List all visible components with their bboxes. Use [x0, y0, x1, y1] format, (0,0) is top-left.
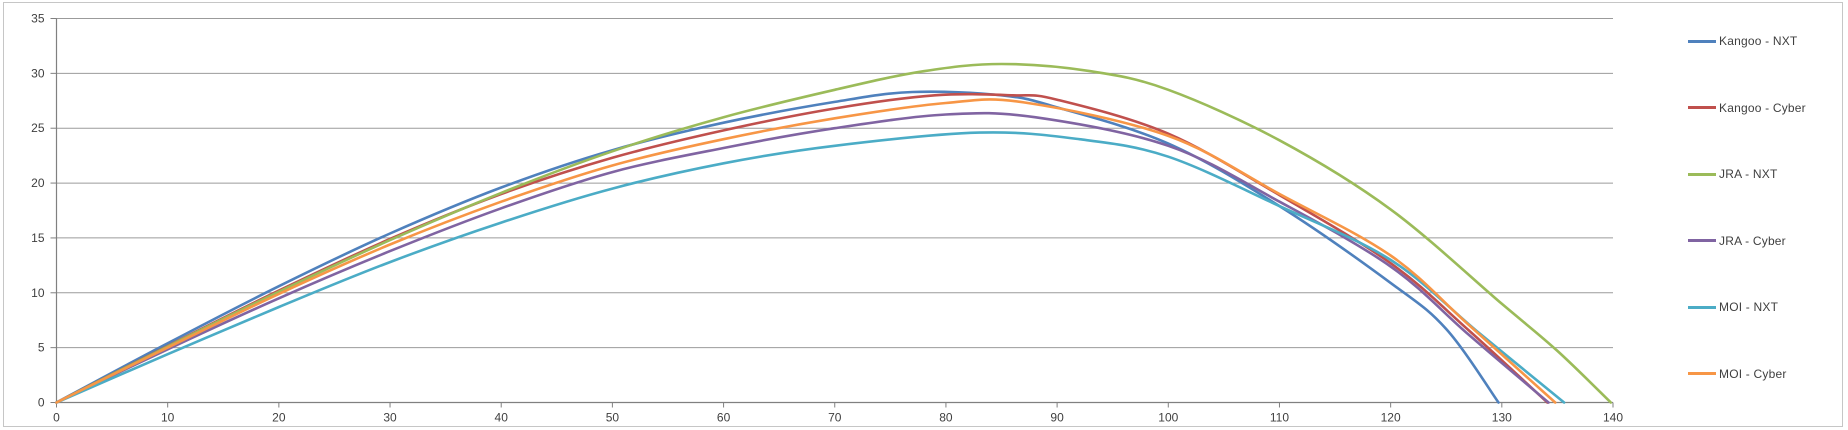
- y-axis-tick-label: 15: [31, 231, 45, 245]
- x-axis-tick-label: 80: [939, 411, 953, 425]
- y-axis-tick-label: 20: [31, 176, 45, 190]
- series-line-kangoo-nxt[interactable]: [55, 90, 1500, 404]
- x-axis-tick-label: 30: [383, 411, 397, 425]
- legend-line-swatch-icon: [1688, 39, 1716, 43]
- legend-line-swatch-icon: [1688, 106, 1716, 109]
- legend-item-moi-nxt[interactable]: MOI - NXT: [1688, 299, 1806, 315]
- series-line-kangoo-cyber[interactable]: [55, 92, 1549, 404]
- series-line-moi-cyber[interactable]: [55, 98, 1557, 404]
- y-axis-tick-label: 5: [38, 341, 45, 355]
- x-axis-tick-label: 60: [717, 411, 731, 425]
- x-axis-tick-label: 100: [1158, 411, 1178, 425]
- x-axis-tick-label: 90: [1050, 411, 1064, 425]
- legend-label: MOI - NXT: [1719, 300, 1779, 314]
- x-axis-tick-label: 40: [495, 411, 509, 425]
- x-axis-tick-label: 10: [161, 411, 175, 425]
- chart-legend: Kangoo - NXT Kangoo - Cyber JRA - NXT JRA -…: [1688, 33, 1806, 382]
- legend-item-kangoo-nxt[interactable]: Kangoo - NXT: [1688, 33, 1806, 49]
- x-axis-tick-label: 120: [1381, 411, 1401, 425]
- legend-label: Kangoo - Cyber: [1719, 100, 1806, 115]
- legend-label: JRA - NXT: [1719, 167, 1778, 181]
- x-axis-tick-label: 70: [828, 411, 842, 425]
- legend-item-moi-cyber[interactable]: MOI - Cyber: [1688, 366, 1806, 382]
- legend-label: MOI - Cyber: [1719, 366, 1787, 381]
- legend-line-swatch-icon: [1688, 172, 1716, 176]
- legend-label: JRA - Cyber: [1719, 233, 1786, 248]
- series-line-jra-nxt[interactable]: [55, 62, 1613, 404]
- x-axis-tick-label: 0: [53, 411, 60, 425]
- y-axis-tick-label: 0: [38, 396, 45, 410]
- y-axis-tick-label: 35: [31, 12, 45, 26]
- x-axis-tick-label: 110: [1270, 411, 1289, 425]
- legend-item-jra-nxt[interactable]: JRA - NXT: [1688, 166, 1806, 182]
- legend-label: Kangoo - NXT: [1719, 34, 1798, 48]
- series-line-moi-nxt[interactable]: [55, 131, 1566, 404]
- legend-line-swatch-icon: [1688, 372, 1716, 375]
- y-axis-tick-label: 25: [31, 121, 45, 135]
- x-axis-tick-label: 130: [1492, 411, 1512, 425]
- legend-line-swatch-icon: [1688, 305, 1716, 309]
- x-axis-tick-label: 140: [1603, 411, 1623, 425]
- chart-frame-border: [3, 2, 1843, 427]
- x-axis-tick-label: 20: [272, 411, 286, 425]
- legend-item-kangoo-cyber[interactable]: Kangoo - Cyber: [1688, 100, 1806, 116]
- y-axis-tick-label: 10: [31, 286, 45, 300]
- legend-item-jra-cyber[interactable]: JRA - Cyber: [1688, 233, 1806, 249]
- legend-line-swatch-icon: [1688, 239, 1716, 242]
- y-axis-tick-label: 30: [31, 66, 45, 80]
- series-line-jra-cyber[interactable]: [55, 111, 1550, 404]
- x-axis-tick-label: 50: [606, 411, 620, 425]
